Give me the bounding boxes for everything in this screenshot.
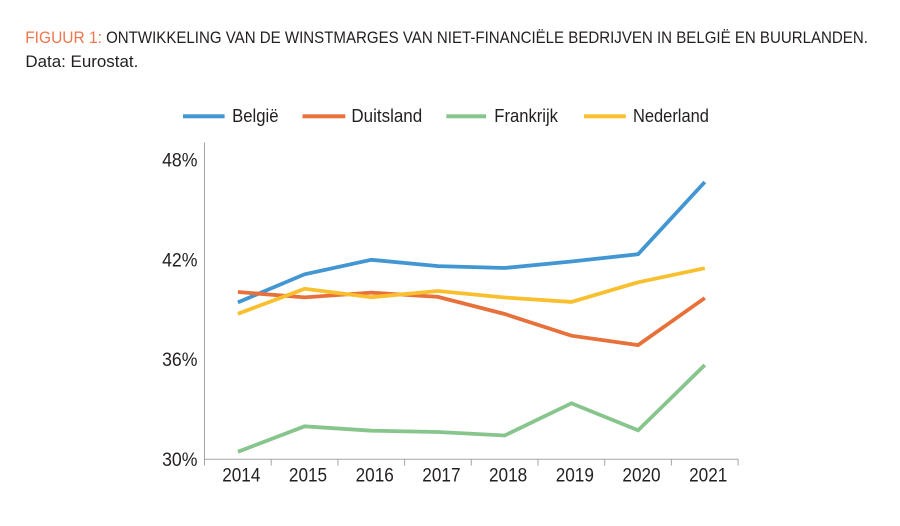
svg-text:48%: 48%: [162, 150, 197, 171]
svg-text:België: België: [232, 105, 278, 126]
svg-text:2015: 2015: [289, 466, 327, 487]
svg-text:2018: 2018: [489, 466, 527, 487]
svg-text:36%: 36%: [162, 350, 197, 371]
svg-text:30%: 30%: [162, 450, 197, 471]
svg-text:2016: 2016: [356, 466, 394, 487]
svg-text:Nederland: Nederland: [633, 105, 709, 126]
svg-text:2019: 2019: [556, 466, 594, 487]
svg-text:42%: 42%: [162, 250, 197, 271]
svg-text:2020: 2020: [622, 466, 660, 487]
svg-text:FIGUUR 1:: FIGUUR 1:: [25, 28, 102, 47]
svg-text:2014: 2014: [222, 466, 261, 487]
svg-text:Data: Eurostat.: Data: Eurostat.: [25, 52, 138, 71]
svg-text:2017: 2017: [422, 466, 460, 487]
svg-text:Frankrijk: Frankrijk: [494, 105, 558, 126]
svg-text:ONTWIKKELING VAN DE WINSTMARGE: ONTWIKKELING VAN DE WINSTMARGES VAN NIET…: [106, 28, 868, 47]
svg-text:Duitsland: Duitsland: [351, 105, 422, 126]
svg-text:2021: 2021: [689, 466, 727, 487]
